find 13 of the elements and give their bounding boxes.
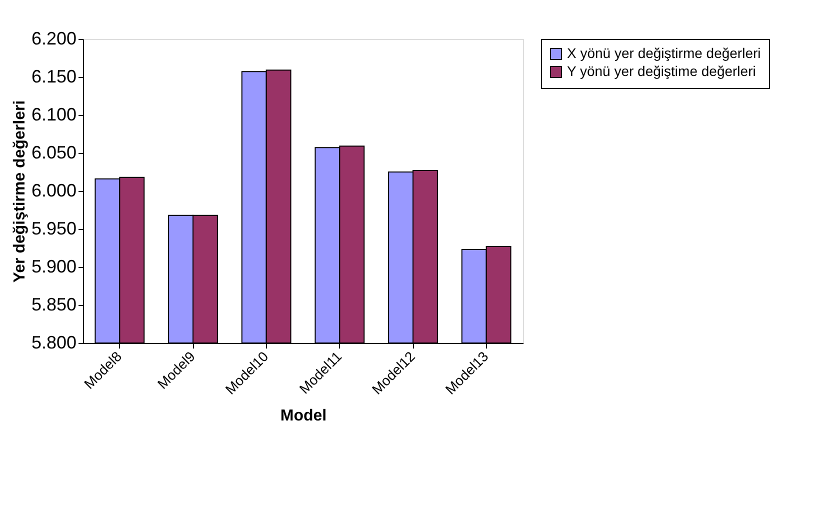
y-tick-label: 6.100 xyxy=(31,104,76,124)
legend-label: X yönü yer değiştirme değerleri xyxy=(567,45,761,61)
y-tick-label: 5.900 xyxy=(31,256,76,276)
y-tick-label: 5.850 xyxy=(31,294,76,314)
x-axis-title: Model xyxy=(280,407,327,424)
y-tick-label: 5.950 xyxy=(31,218,76,238)
y-tick-label: 6.000 xyxy=(31,180,76,200)
legend-label: Y yönü yer değiştime değerleri xyxy=(567,63,756,79)
y-tick-label: 6.150 xyxy=(31,66,76,86)
y-tick-label: 6.050 xyxy=(31,142,76,162)
y-axis-title: Yer değiştirme değerleri xyxy=(11,100,28,283)
y-tick-label: 5.800 xyxy=(31,332,76,352)
y-tick-label: 6.200 xyxy=(31,28,76,48)
